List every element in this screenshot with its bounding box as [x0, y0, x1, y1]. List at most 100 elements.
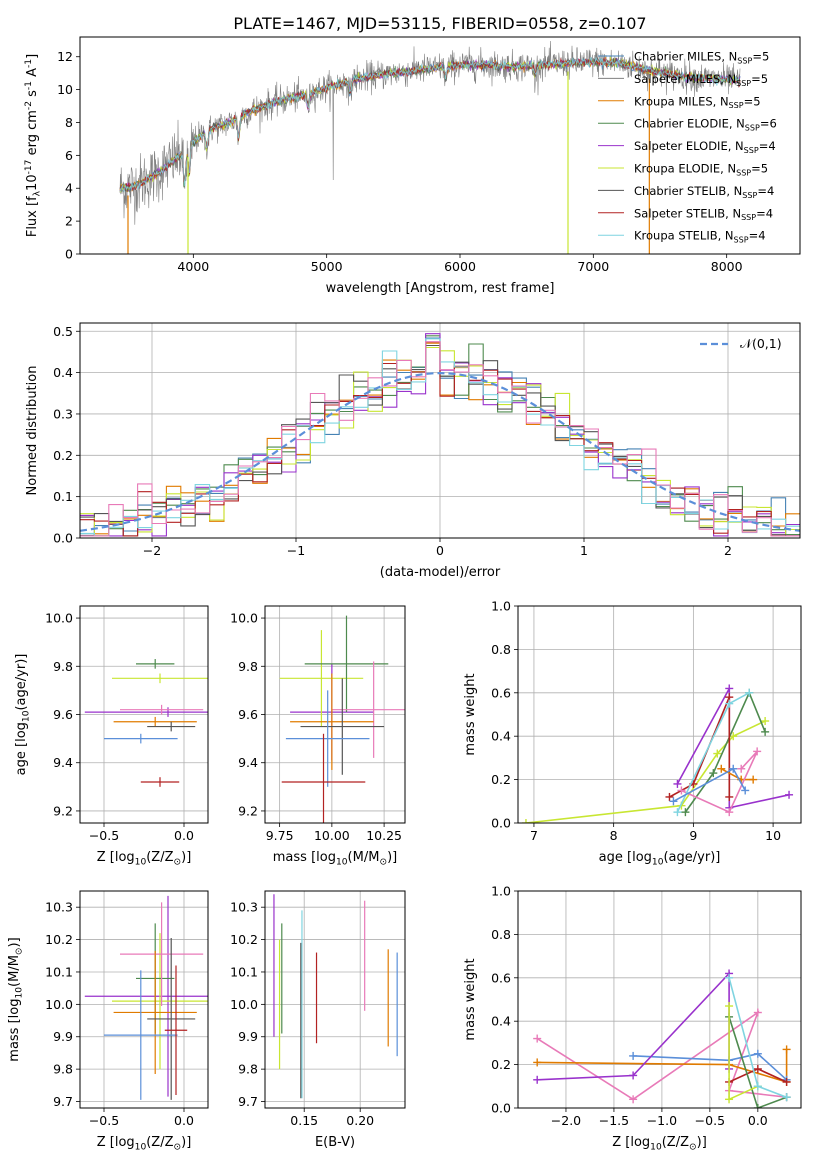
- tick-label-y: 9.7: [53, 1094, 73, 1109]
- tick-label-x: 9: [689, 828, 697, 843]
- legend-label: 𝒩(0,1): [740, 336, 782, 351]
- tick-label-x: −1.5: [599, 1113, 629, 1128]
- axes-frame: [79, 605, 209, 824]
- tick-label-x: −2: [143, 543, 161, 558]
- legend-label: Chabrier ELODIE, NSSP=6: [634, 117, 777, 133]
- series-line-chabrier_elodie: [728, 1016, 787, 1108]
- tick-label-y: 0.2: [491, 772, 511, 787]
- figure-title: PLATE=1467, MJD=53115, FIBERID=0558, z=0…: [233, 14, 646, 33]
- tick-label-x: 0: [436, 543, 444, 558]
- tick-label-y: 10.3: [45, 900, 73, 915]
- tick-label-x: −1: [287, 543, 305, 558]
- tick-label-y: 9.8: [53, 659, 73, 674]
- tick-label-x: −0.5: [695, 1113, 725, 1128]
- axis-label-y: mass [log10(M/M⊙)]: [7, 937, 24, 1061]
- tick-label-x: 7: [530, 828, 538, 843]
- tick-label-y: 4: [65, 181, 73, 196]
- plot-area: [273, 894, 398, 1099]
- tick-label-y: 0.4: [53, 365, 73, 380]
- panel-massweight_vs_Z: −2.0 −1.5 −1.0 −0.5 0.0 0.0 0.2 0.4 0.6 0.8 1.0 Z […: [463, 884, 802, 1152]
- tick-label-y: 10.2: [45, 932, 73, 947]
- gaussian-curve: [80, 371, 800, 532]
- tick-label-y: 8: [65, 115, 73, 130]
- axis-label-y: mass weight: [463, 958, 478, 1040]
- tick-label-x: 7000: [577, 259, 609, 274]
- panel-residuals: −2 −1 0 1 2 0.0 0.1 0.2 0.3 0.4 0.5 (data-model)/er…: [25, 322, 801, 580]
- tick-label-y: 9.8: [53, 1062, 73, 1077]
- tick-label-y: 9.2: [238, 803, 258, 818]
- legend-label: Kroupa ELODIE, NSSP=5: [634, 162, 768, 178]
- axis-label-y: Normed distribution: [25, 366, 40, 496]
- axes-frame: [79, 890, 209, 1109]
- axes-frame: [264, 605, 406, 824]
- tick-label-y: 0.6: [491, 685, 511, 700]
- plot-area: [84, 659, 208, 787]
- tick-label-x: 0.0: [174, 1113, 194, 1128]
- panel-massweight_vs_age: 7 8 9 10 0.0 0.2 0.4 0.6 0.8 1.0 age [log10(age/yr…: [463, 599, 802, 867]
- histogram-pink: [80, 341, 800, 537]
- tick-label-y: 0.4: [491, 1014, 511, 1029]
- tick-label-x: −0.5: [89, 828, 119, 843]
- plot-area: [80, 333, 800, 537]
- tick-label-y: 10.0: [45, 611, 73, 626]
- legend-label: Salpeter STELIB, NSSP=4: [634, 206, 773, 222]
- tick-label-y: 9.6: [238, 707, 258, 722]
- tick-label-y: 2: [65, 214, 73, 229]
- tick-label-x: 0.0: [748, 1113, 768, 1128]
- tick-label-y: 10: [57, 82, 73, 97]
- axis-label-x: Z [log10(Z/Z⊙)]: [97, 1135, 192, 1152]
- model-line-kroupa_stelib: [119, 56, 741, 193]
- axis-label-y: age [log10(age/yr)]: [14, 654, 31, 776]
- tick-label-y: 10.2: [230, 932, 258, 947]
- tick-label-x: 2: [724, 543, 732, 558]
- tick-label-y: 0.0: [491, 816, 511, 831]
- tick-label-y: 0.0: [491, 1101, 511, 1116]
- tick-label-x: −1.0: [647, 1113, 677, 1128]
- tick-label-x: 10.00: [314, 828, 350, 843]
- tick-label-y: 0.6: [491, 970, 511, 985]
- series-line-chabrier_elodie: [684, 690, 766, 813]
- panel-mass_vs_Z: −0.5 0.0 9.7 9.8 9.9 10.0 10.1 10.2 10.3 Z [log10…: [7, 890, 209, 1152]
- tick-label-y: 0: [65, 247, 73, 262]
- series-line-blue: [633, 1052, 788, 1081]
- legend-label: Chabrier MILES, NSSP=5: [634, 50, 769, 66]
- tick-label-x: 5000: [311, 259, 343, 274]
- axis-label-x: mass [log10(M/M⊙)]: [273, 850, 397, 867]
- tick-label-y: 10.0: [230, 997, 258, 1012]
- legend-label: Kroupa MILES, NSSP=5: [634, 94, 761, 110]
- tick-label-y: 9.9: [53, 1029, 73, 1044]
- tick-label-y: 0.3: [53, 406, 73, 421]
- plot-area: [279, 615, 405, 823]
- axes-frame: [264, 890, 406, 1109]
- axis-label-x: E(B-V): [315, 1135, 355, 1150]
- tick-label-y: 9.6: [53, 707, 73, 722]
- tick-label-x: 1: [580, 543, 588, 558]
- tick-label-y: 9.2: [53, 803, 73, 818]
- plot-area: [521, 684, 794, 823]
- tick-label-x: 0.20: [346, 1113, 374, 1128]
- tick-label-x: 0.0: [174, 828, 194, 843]
- tick-label-x: −2.0: [551, 1113, 581, 1128]
- tick-label-y: 0.0: [53, 531, 73, 546]
- tick-label-x: 10: [765, 828, 781, 843]
- tick-label-x: 8: [610, 828, 618, 843]
- tick-label-y: 1.0: [491, 884, 511, 899]
- series-line-pink: [681, 750, 758, 814]
- plot-area: [119, 40, 741, 254]
- axis-label-x: age [log10(age/yr)]: [599, 850, 721, 867]
- panel-spectrum: 4000 5000 6000 7000 8000 0 2 4 6 8 10 12 wavelength …: [24, 36, 801, 296]
- tick-label-y: 10.1: [45, 964, 73, 979]
- tick-label-y: 0.2: [491, 1057, 511, 1072]
- tick-label-y: 9.8: [238, 659, 258, 674]
- legend-label: Chabrier STELIB, NSSP=4: [634, 184, 774, 200]
- panel-mass_vs_ebv: 0.15 0.20 9.7 9.8 9.9 10.0 10.1 10.2 10.3 E(B-V): [230, 890, 406, 1150]
- axes-frame: [517, 605, 802, 824]
- tick-label-y: 10.1: [230, 964, 258, 979]
- legend-label: Kroupa STELIB, NSSP=4: [634, 229, 766, 245]
- axis-label-y: mass weight: [463, 673, 478, 755]
- series-line-kroupa_miles: [537, 1049, 788, 1084]
- tick-label-y: 9.7: [238, 1094, 258, 1109]
- plot-area: [84, 895, 208, 1100]
- tick-label-y: 1.0: [491, 599, 511, 614]
